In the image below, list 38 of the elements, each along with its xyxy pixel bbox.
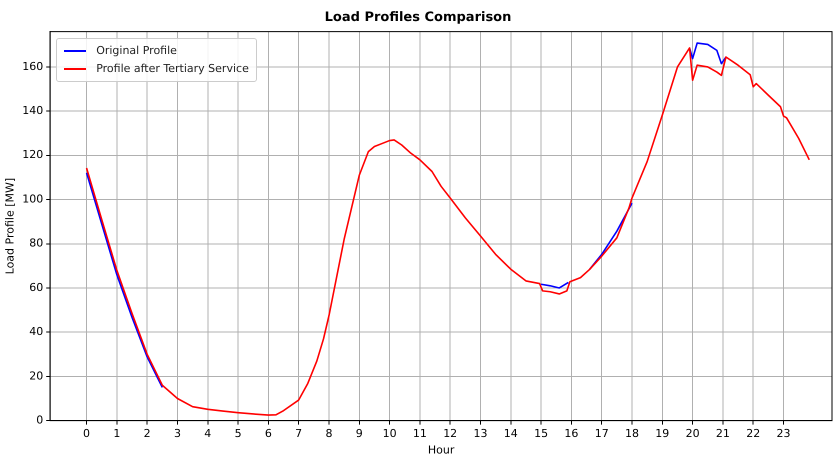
- y-tick-label: 80: [29, 236, 44, 250]
- y-tick-label: 140: [22, 104, 44, 118]
- y-tick-label: 100: [22, 192, 44, 206]
- x-tick-label: 21: [716, 427, 730, 440]
- legend-label: Original Profile: [96, 44, 177, 58]
- x-tick-label: 17: [594, 427, 609, 440]
- y-tick-label: 0: [36, 413, 44, 426]
- x-tick-label: 8: [325, 427, 332, 440]
- x-tick-label: 23: [776, 427, 791, 440]
- x-axis-title: Hour: [428, 443, 455, 456]
- y-axis-title: Load Profile [MW]: [3, 178, 16, 274]
- x-tick-label: 0: [83, 427, 90, 440]
- y-tick-label: 40: [29, 325, 44, 338]
- x-tick-label: 10: [382, 427, 397, 440]
- y-tick-label: 20: [29, 369, 44, 382]
- x-tick-label: 9: [356, 427, 363, 440]
- x-tick-label: 13: [473, 427, 488, 440]
- y-tick-label: 60: [29, 280, 44, 294]
- x-tick-label: 5: [234, 427, 242, 440]
- legend-label: Profile after Tertiary Service: [96, 62, 249, 76]
- x-tick-label: 16: [564, 427, 578, 440]
- x-tick-label: 7: [295, 427, 302, 440]
- x-tick-label: 11: [412, 427, 427, 440]
- x-tick-label: 6: [264, 427, 272, 440]
- x-tick-label: 3: [174, 427, 181, 440]
- x-tick-label: 4: [204, 427, 212, 440]
- x-tick-label: 22: [746, 427, 760, 440]
- y-tick-label: 160: [22, 60, 44, 73]
- x-tick-label: 20: [686, 427, 700, 440]
- x-tick-label: 1: [113, 427, 120, 440]
- x-tick-label: 18: [625, 427, 640, 440]
- y-tick-label: 120: [22, 148, 44, 162]
- chart-title: Load Profiles Comparison: [324, 10, 512, 26]
- x-tick-label: 15: [534, 427, 548, 440]
- x-tick-label: 19: [655, 427, 670, 440]
- x-tick-label: 2: [144, 427, 151, 440]
- x-tick-label: 14: [504, 427, 518, 440]
- x-tick-label: 12: [443, 427, 458, 440]
